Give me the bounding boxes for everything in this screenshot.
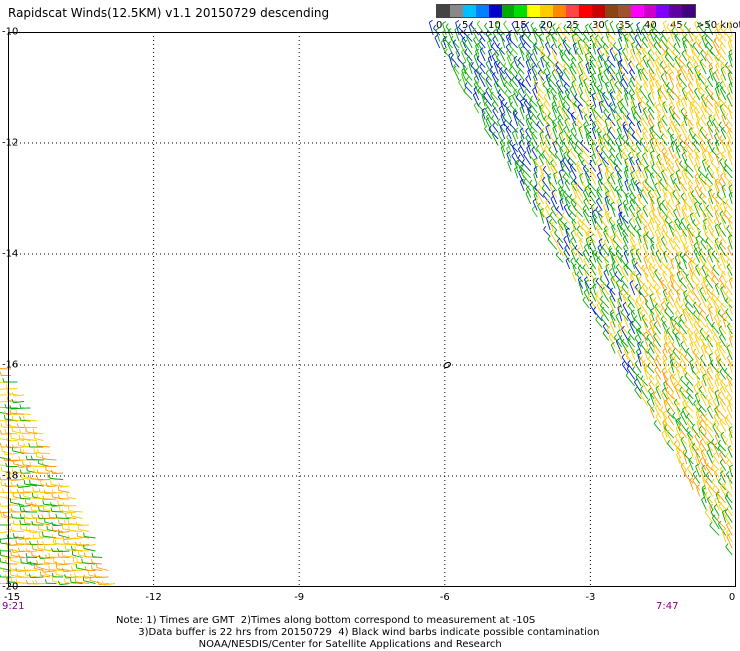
wind-barb-flag bbox=[456, 20, 459, 22]
wind-barb-flag bbox=[672, 27, 674, 30]
x-tick-label: -12 bbox=[145, 592, 161, 603]
wind-barb-flag bbox=[556, 27, 559, 30]
wind-barb-flag bbox=[446, 24, 448, 27]
wind-barb-flag bbox=[5, 574, 7, 578]
x-tick-label: -6 bbox=[440, 592, 450, 603]
wind-barb-flag bbox=[0, 476, 1, 480]
wind-barb-flag bbox=[577, 24, 579, 27]
wind-barb-flag bbox=[605, 20, 608, 22]
plot-frame bbox=[8, 32, 736, 587]
wind-barb-flag bbox=[5, 429, 6, 433]
wind-barb-flag bbox=[637, 22, 640, 25]
wind-barb-flag bbox=[589, 23, 592, 26]
wind-barb-flag bbox=[526, 22, 529, 25]
wind-barb-flag bbox=[0, 539, 1, 543]
wind-barb-flag bbox=[586, 24, 589, 27]
wind-barb-flag bbox=[698, 22, 700, 25]
wind-barb-flag bbox=[0, 573, 1, 577]
wind-barb-flag bbox=[477, 21, 480, 24]
wind-barb-flag bbox=[707, 20, 710, 23]
y-tick-label: -18 bbox=[2, 471, 18, 482]
x-tick-label: -3 bbox=[585, 592, 595, 603]
wind-barb-flag bbox=[458, 24, 460, 28]
wind-barb-flag bbox=[621, 22, 623, 25]
wind-barb-flag bbox=[684, 22, 686, 25]
wind-barb-flag bbox=[574, 28, 576, 31]
wind-barb-flag bbox=[558, 23, 561, 26]
wind-barb-flag bbox=[597, 24, 600, 27]
wind-barb-flag bbox=[553, 24, 556, 27]
y-tick-label: -16 bbox=[2, 360, 18, 371]
wind-barb-flag bbox=[641, 28, 644, 31]
wind-barb-flag bbox=[5, 483, 6, 487]
wind-barb-flag bbox=[649, 22, 652, 25]
wind-barb-flag bbox=[720, 23, 723, 26]
wind-barb-flag bbox=[443, 22, 446, 24]
wind-barb-flag bbox=[672, 21, 675, 24]
wind-barb-flag bbox=[1, 481, 2, 485]
wind-barb-flag bbox=[0, 509, 1, 513]
x-tick-label: -9 bbox=[294, 592, 304, 603]
wind-barb-flag bbox=[681, 25, 683, 28]
wind-barb-flag bbox=[663, 21, 666, 23]
wind-barb-flag bbox=[531, 22, 534, 25]
x-tick-label: 0 bbox=[729, 592, 735, 603]
wind-barb-flag bbox=[652, 23, 654, 26]
wind-barb-flag bbox=[504, 21, 507, 24]
y-tick-label: -10 bbox=[2, 27, 18, 38]
wind-barb-flag bbox=[728, 21, 731, 23]
wind-barb-flag bbox=[485, 23, 487, 26]
wind-barb-flag bbox=[0, 443, 1, 447]
wind-barb-flag bbox=[570, 25, 572, 28]
wind-barb-flag bbox=[5, 415, 6, 419]
wind-barb-flag bbox=[616, 23, 619, 26]
y-tick-label: -14 bbox=[2, 249, 18, 260]
wind-barb-flag bbox=[643, 24, 646, 27]
note-line-2: 3)Data buffer is 22 hrs from 20150729 4)… bbox=[116, 627, 599, 639]
wind-barb-flag bbox=[3, 378, 4, 382]
start-time-label: 9:21 bbox=[2, 601, 24, 612]
wind-barb-flag bbox=[652, 28, 654, 31]
wind-barb-flag bbox=[564, 25, 566, 28]
wind-barb-flag bbox=[429, 20, 432, 22]
wind-barb-flag bbox=[0, 503, 1, 507]
note-line-1: Note: 1) Times are GMT 2)Times along bot… bbox=[116, 615, 599, 627]
wind-barb-flag bbox=[3, 489, 4, 493]
wind-barb-flag bbox=[512, 21, 515, 24]
wind-barb-flag bbox=[667, 24, 669, 27]
wind-barb-flag bbox=[695, 21, 698, 24]
end-time-label: 7:47 bbox=[656, 601, 678, 612]
wind-barb-flag bbox=[0, 430, 1, 434]
wind-barb-flag bbox=[518, 28, 521, 31]
wind-barb-flag bbox=[539, 23, 542, 26]
wind-barb-flag bbox=[5, 411, 6, 415]
wind-barb-flag bbox=[610, 21, 613, 24]
wind-barb-flag bbox=[724, 28, 726, 31]
wind-barb-flag bbox=[630, 23, 633, 26]
wind-barb-flag bbox=[522, 23, 525, 25]
wind-barb-flag bbox=[0, 372, 1, 376]
note-line-3: NOAA/NESDIS/Center for Satellite Applica… bbox=[116, 639, 599, 651]
wind-barb-flag bbox=[546, 27, 549, 29]
wind-barb-flag bbox=[436, 28, 439, 30]
y-tick-label: -12 bbox=[2, 138, 18, 149]
y-tick-label: -20 bbox=[2, 582, 18, 593]
wind-barb-flag bbox=[434, 25, 436, 28]
wind-barb-flag bbox=[1, 423, 2, 427]
wind-barb-flag bbox=[716, 23, 719, 25]
wind-barb-flag bbox=[542, 23, 544, 26]
footnotes: Note: 1) Times are GMT 2)Times along bot… bbox=[116, 615, 599, 651]
